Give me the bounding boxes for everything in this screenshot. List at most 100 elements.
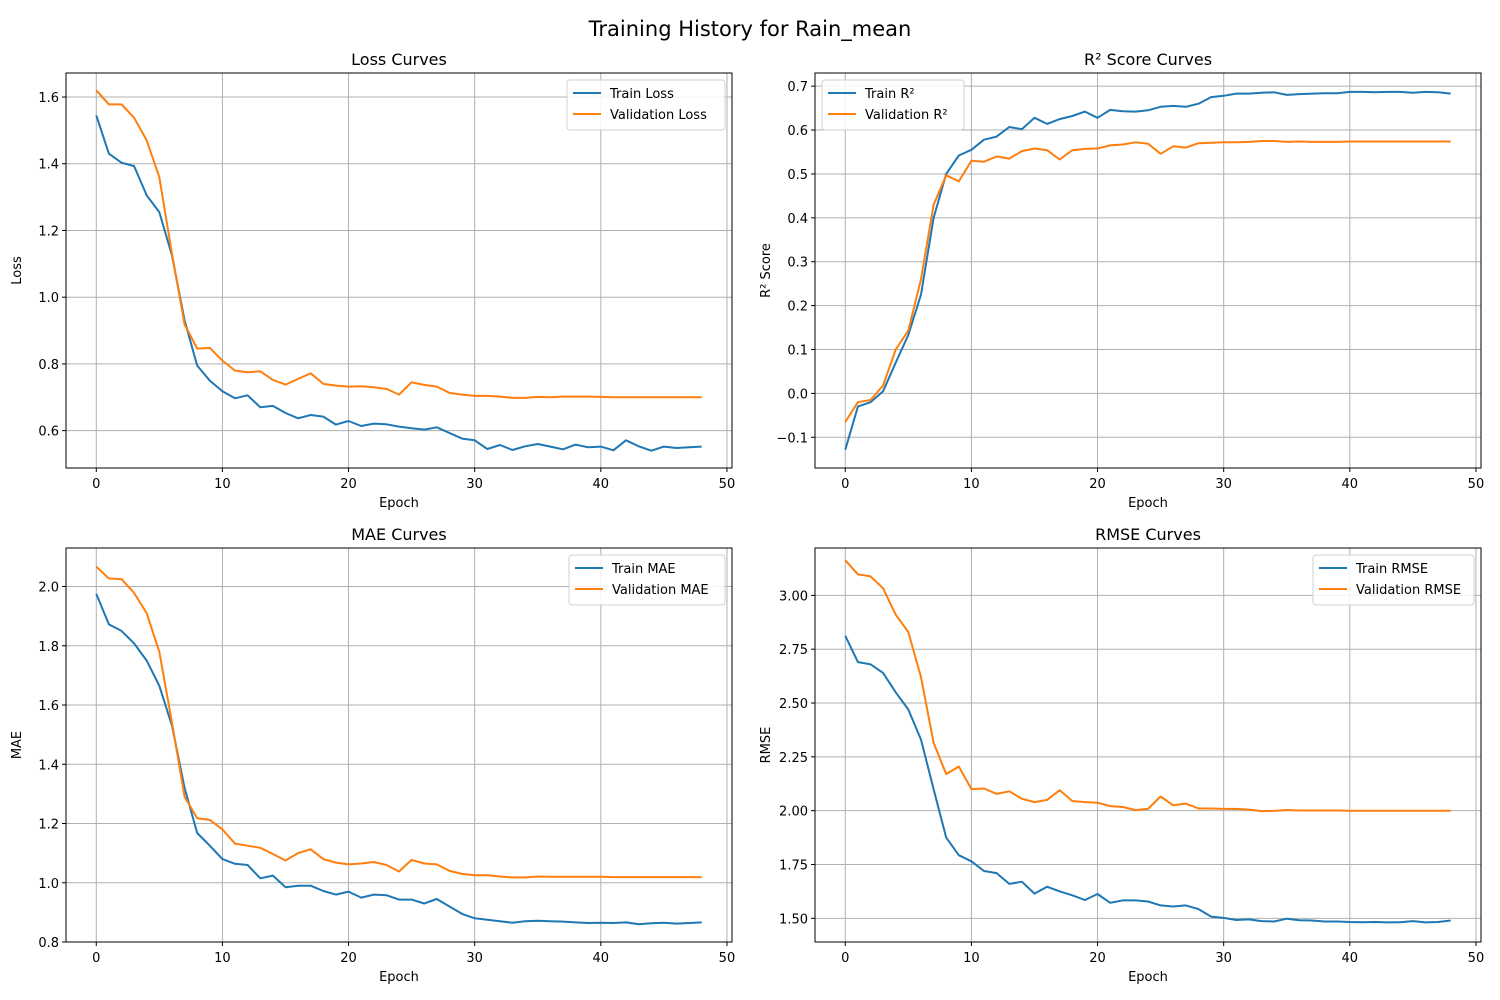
legend-label: Train Loss [609,87,674,102]
x-tick-label: 10 [963,477,980,492]
y-tick-label: 1.0 [38,877,59,892]
legend-label: Validation RMSE [1356,583,1461,598]
y-axis-label: RMSE [759,727,774,764]
chart-panel-2: 0 10 20 30 40 50 −0.1 0.0 0.1 0.2 0.3 0.4 0.5 0.6 0.7 R… [759,50,1484,511]
x-tick-label: 0 [92,477,100,492]
legend-box [821,79,965,131]
y-tick-label: 2.50 [779,697,808,712]
y-axis-label: Loss [10,256,25,285]
y-tick-label: 1.6 [38,699,59,714]
validation-series-line [844,140,1451,423]
chart-title: R² Score Curves [1084,50,1212,69]
axes-frame [814,72,1482,469]
x-tick-label: 30 [1215,951,1232,966]
chart-title: MAE Curves [351,525,446,544]
y-tick-label: 0.5 [787,168,808,183]
chart-title: Loss Curves [351,50,447,69]
validation-series-line [95,565,702,879]
y-tick-label: 3.00 [779,589,808,604]
legend-label: Train R² [864,87,915,102]
x-tick-label: 50 [719,477,736,492]
y-tick-label: −0.1 [776,431,808,446]
y-tick-label: 2.00 [779,805,808,820]
y-tick-label: 0.8 [38,936,59,951]
legend-box [1312,554,1475,606]
legend-label: Validation Loss [610,108,707,123]
y-tick-label: 0.2 [787,300,808,315]
x-tick-label: 0 [841,477,849,492]
train-series-line [95,115,702,452]
axes-frame [814,547,1482,943]
y-tick-label: 0.6 [787,124,808,139]
y-tick-label: 0.4 [787,212,808,227]
x-tick-label: 30 [1215,477,1232,492]
x-tick-label: 20 [340,951,357,966]
x-tick-label: 40 [593,477,610,492]
x-tick-label: 10 [214,951,231,966]
y-tick-label: 1.8 [38,640,59,655]
y-tick-label: 2.25 [779,751,808,766]
y-tick-label: 2.0 [38,581,59,596]
y-tick-label: 1.50 [779,912,808,927]
x-tick-label: 30 [466,477,483,492]
legend-label: Validation R² [865,108,948,123]
y-tick-label: 1.75 [779,858,808,873]
y-tick-label: 1.4 [38,758,59,773]
chart-panel-3: 0 10 20 30 40 50 0.8 1.0 1.2 1.4 1.6 1.8 2.0 MAE Curv… [10,525,735,985]
y-tick-label: 1.2 [38,818,59,833]
chart-title: RMSE Curves [1095,525,1201,544]
x-tick-label: 20 [340,477,357,492]
figure-suptitle: Training History for Rain_mean [588,17,912,42]
x-axis-label: Epoch [379,970,419,985]
y-tick-label: 1.0 [38,291,59,306]
x-tick-label: 20 [1089,951,1106,966]
x-axis-label: Epoch [379,496,419,511]
legend-label: Train MAE [611,562,676,577]
x-tick-label: 40 [1342,951,1359,966]
x-tick-label: 10 [214,477,231,492]
legend-box [568,554,726,606]
y-tick-label: 0.1 [787,344,808,359]
x-axis-label: Epoch [1128,970,1168,985]
x-tick-label: 20 [1089,477,1106,492]
y-tick-label: 1.6 [38,91,59,106]
x-tick-label: 30 [466,951,483,966]
x-tick-label: 40 [1342,477,1359,492]
y-tick-label: 1.2 [38,224,59,239]
legend: Train RMSE Validation RMSE [1312,554,1475,606]
legend-label: Validation MAE [612,583,709,598]
legend: Train MAE Validation MAE [568,554,726,606]
chart-panel-4: 0 10 20 30 40 50 1.50 1.75 2.00 2.25 2.50 2.75 3.00 R… [759,525,1484,985]
legend-box [566,79,726,131]
y-tick-label: 0.3 [787,256,808,271]
train-series-line [95,593,702,926]
y-tick-label: 1.4 [38,158,59,173]
y-axis-label: R² Score [759,243,774,298]
x-tick-label: 50 [719,951,736,966]
x-tick-label: 40 [593,951,610,966]
x-tick-label: 0 [92,951,100,966]
axes-frame [65,72,733,469]
y-tick-label: 0.6 [38,425,59,440]
y-tick-label: 2.75 [779,643,808,658]
x-tick-label: 0 [841,951,849,966]
legend: Train Loss Validation Loss [566,79,726,131]
x-tick-label: 50 [1468,477,1485,492]
y-tick-label: 0.8 [38,358,59,373]
train-series-line [844,90,1451,450]
train-series-line [844,635,1451,924]
x-axis-label: Epoch [1128,496,1168,511]
legend-label: Train RMSE [1355,562,1428,577]
y-tick-label: 0.0 [787,387,808,402]
x-tick-label: 50 [1468,951,1485,966]
chart-panel-1: 0 10 20 30 40 50 0.6 0.8 1.0 1.2 1.4 1.6 Loss Curves… [10,50,735,511]
chart-panels: 0 10 20 30 40 50 0.6 0.8 1.0 1.2 1.4 1.6 Loss Curves… [10,50,1484,985]
validation-series-line [95,89,702,399]
axes-frame [65,547,733,943]
x-tick-label: 10 [963,951,980,966]
validation-series-line [844,559,1451,813]
legend: Train R² Validation R² [821,79,965,131]
y-axis-label: MAE [10,731,25,759]
y-tick-label: 0.7 [787,80,808,95]
